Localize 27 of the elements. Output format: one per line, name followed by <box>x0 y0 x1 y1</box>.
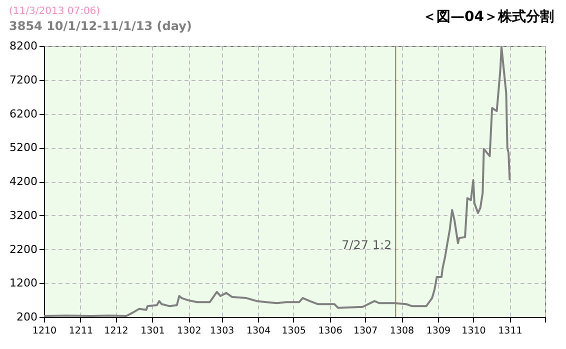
x-tick-label: 1210 <box>32 326 57 336</box>
x-tick-label: 1304 <box>246 326 271 336</box>
x-tick-label: 1311 <box>498 326 522 336</box>
ref-line-label: 7/27 1:2 <box>342 238 392 252</box>
y-tick-label: 2200 <box>10 242 38 256</box>
x-tick-label: 1302 <box>177 326 202 336</box>
text: (11/3/2013 07:06) <box>9 6 100 17</box>
x-tick-label: 1212 <box>104 326 128 336</box>
y-tick-label: 3200 <box>10 208 38 222</box>
x-tick-label: 1308 <box>390 326 414 336</box>
y-tick-label: 4200 <box>10 175 38 188</box>
x-tick-label: 1309 <box>426 326 451 336</box>
x-tick-label: 1305 <box>282 326 306 336</box>
text: ＜図—04＞株式分割 <box>422 8 554 26</box>
y-tick-label: 5200 <box>10 141 38 154</box>
y-tick-label: 1200 <box>10 276 38 290</box>
x-tick-label: 1301 <box>140 326 165 336</box>
chart-title: 3854 10/1/12-11/1/13 (day) <box>9 19 192 33</box>
x-tick-label: 1306 <box>318 326 342 336</box>
x-tick-label: 1303 <box>210 326 234 336</box>
y-tick-label: 200 <box>16 310 38 324</box>
y-tick-label: 7200 <box>10 73 38 86</box>
x-tick-label: 1310 <box>462 326 486 336</box>
x-tick-label: 1307 <box>353 326 378 336</box>
y-tick-label: 8200 <box>10 40 38 52</box>
y-tick-label: 6200 <box>10 107 38 120</box>
x-tick-label: 1211 <box>68 326 94 336</box>
